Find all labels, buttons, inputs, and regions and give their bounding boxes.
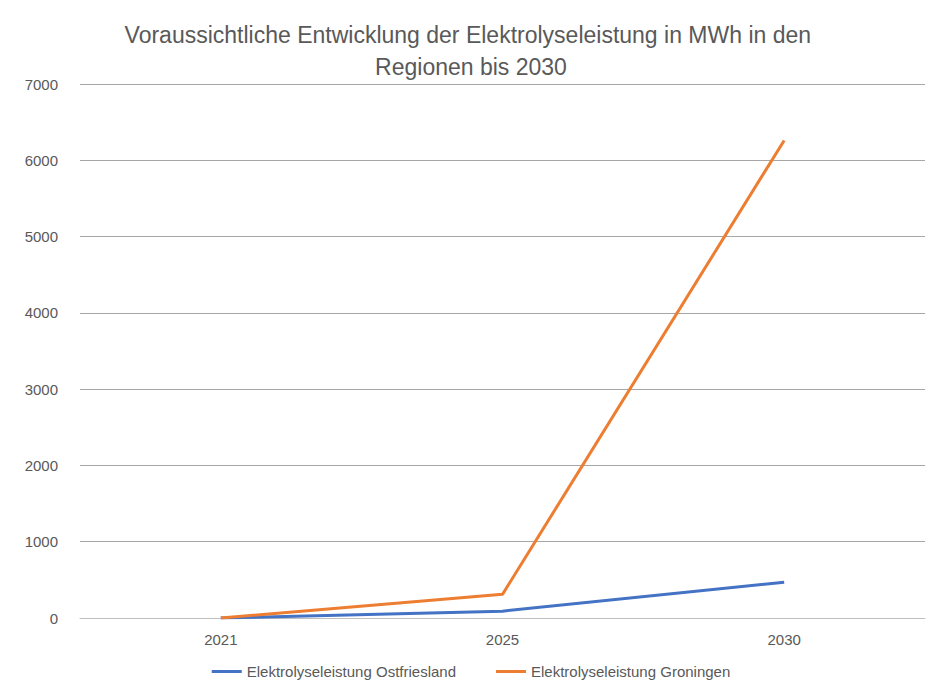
svg-text:Voraussichtliche Entwicklung d: Voraussichtliche Entwicklung der Elektro…: [125, 22, 818, 48]
svg-text:3000: 3000: [25, 381, 58, 398]
svg-text:6000: 6000: [25, 152, 58, 169]
svg-text:Elektrolyseleistung Groningen: Elektrolyseleistung Groningen: [531, 663, 730, 680]
svg-text:2025: 2025: [486, 631, 519, 648]
svg-text:Elektrolyseleistung Ostfriesla: Elektrolyseleistung Ostfriesland: [247, 663, 456, 680]
svg-text:7000: 7000: [25, 76, 58, 93]
svg-text:5000: 5000: [25, 228, 58, 245]
svg-text:0: 0: [50, 610, 58, 627]
svg-text:1000: 1000: [25, 533, 58, 550]
svg-text:4000: 4000: [25, 304, 58, 321]
svg-text:Regionen bis 2030: Regionen bis 2030: [375, 54, 567, 80]
svg-text:2021: 2021: [204, 631, 237, 648]
svg-text:2030: 2030: [767, 631, 800, 648]
svg-text:2000: 2000: [25, 457, 58, 474]
